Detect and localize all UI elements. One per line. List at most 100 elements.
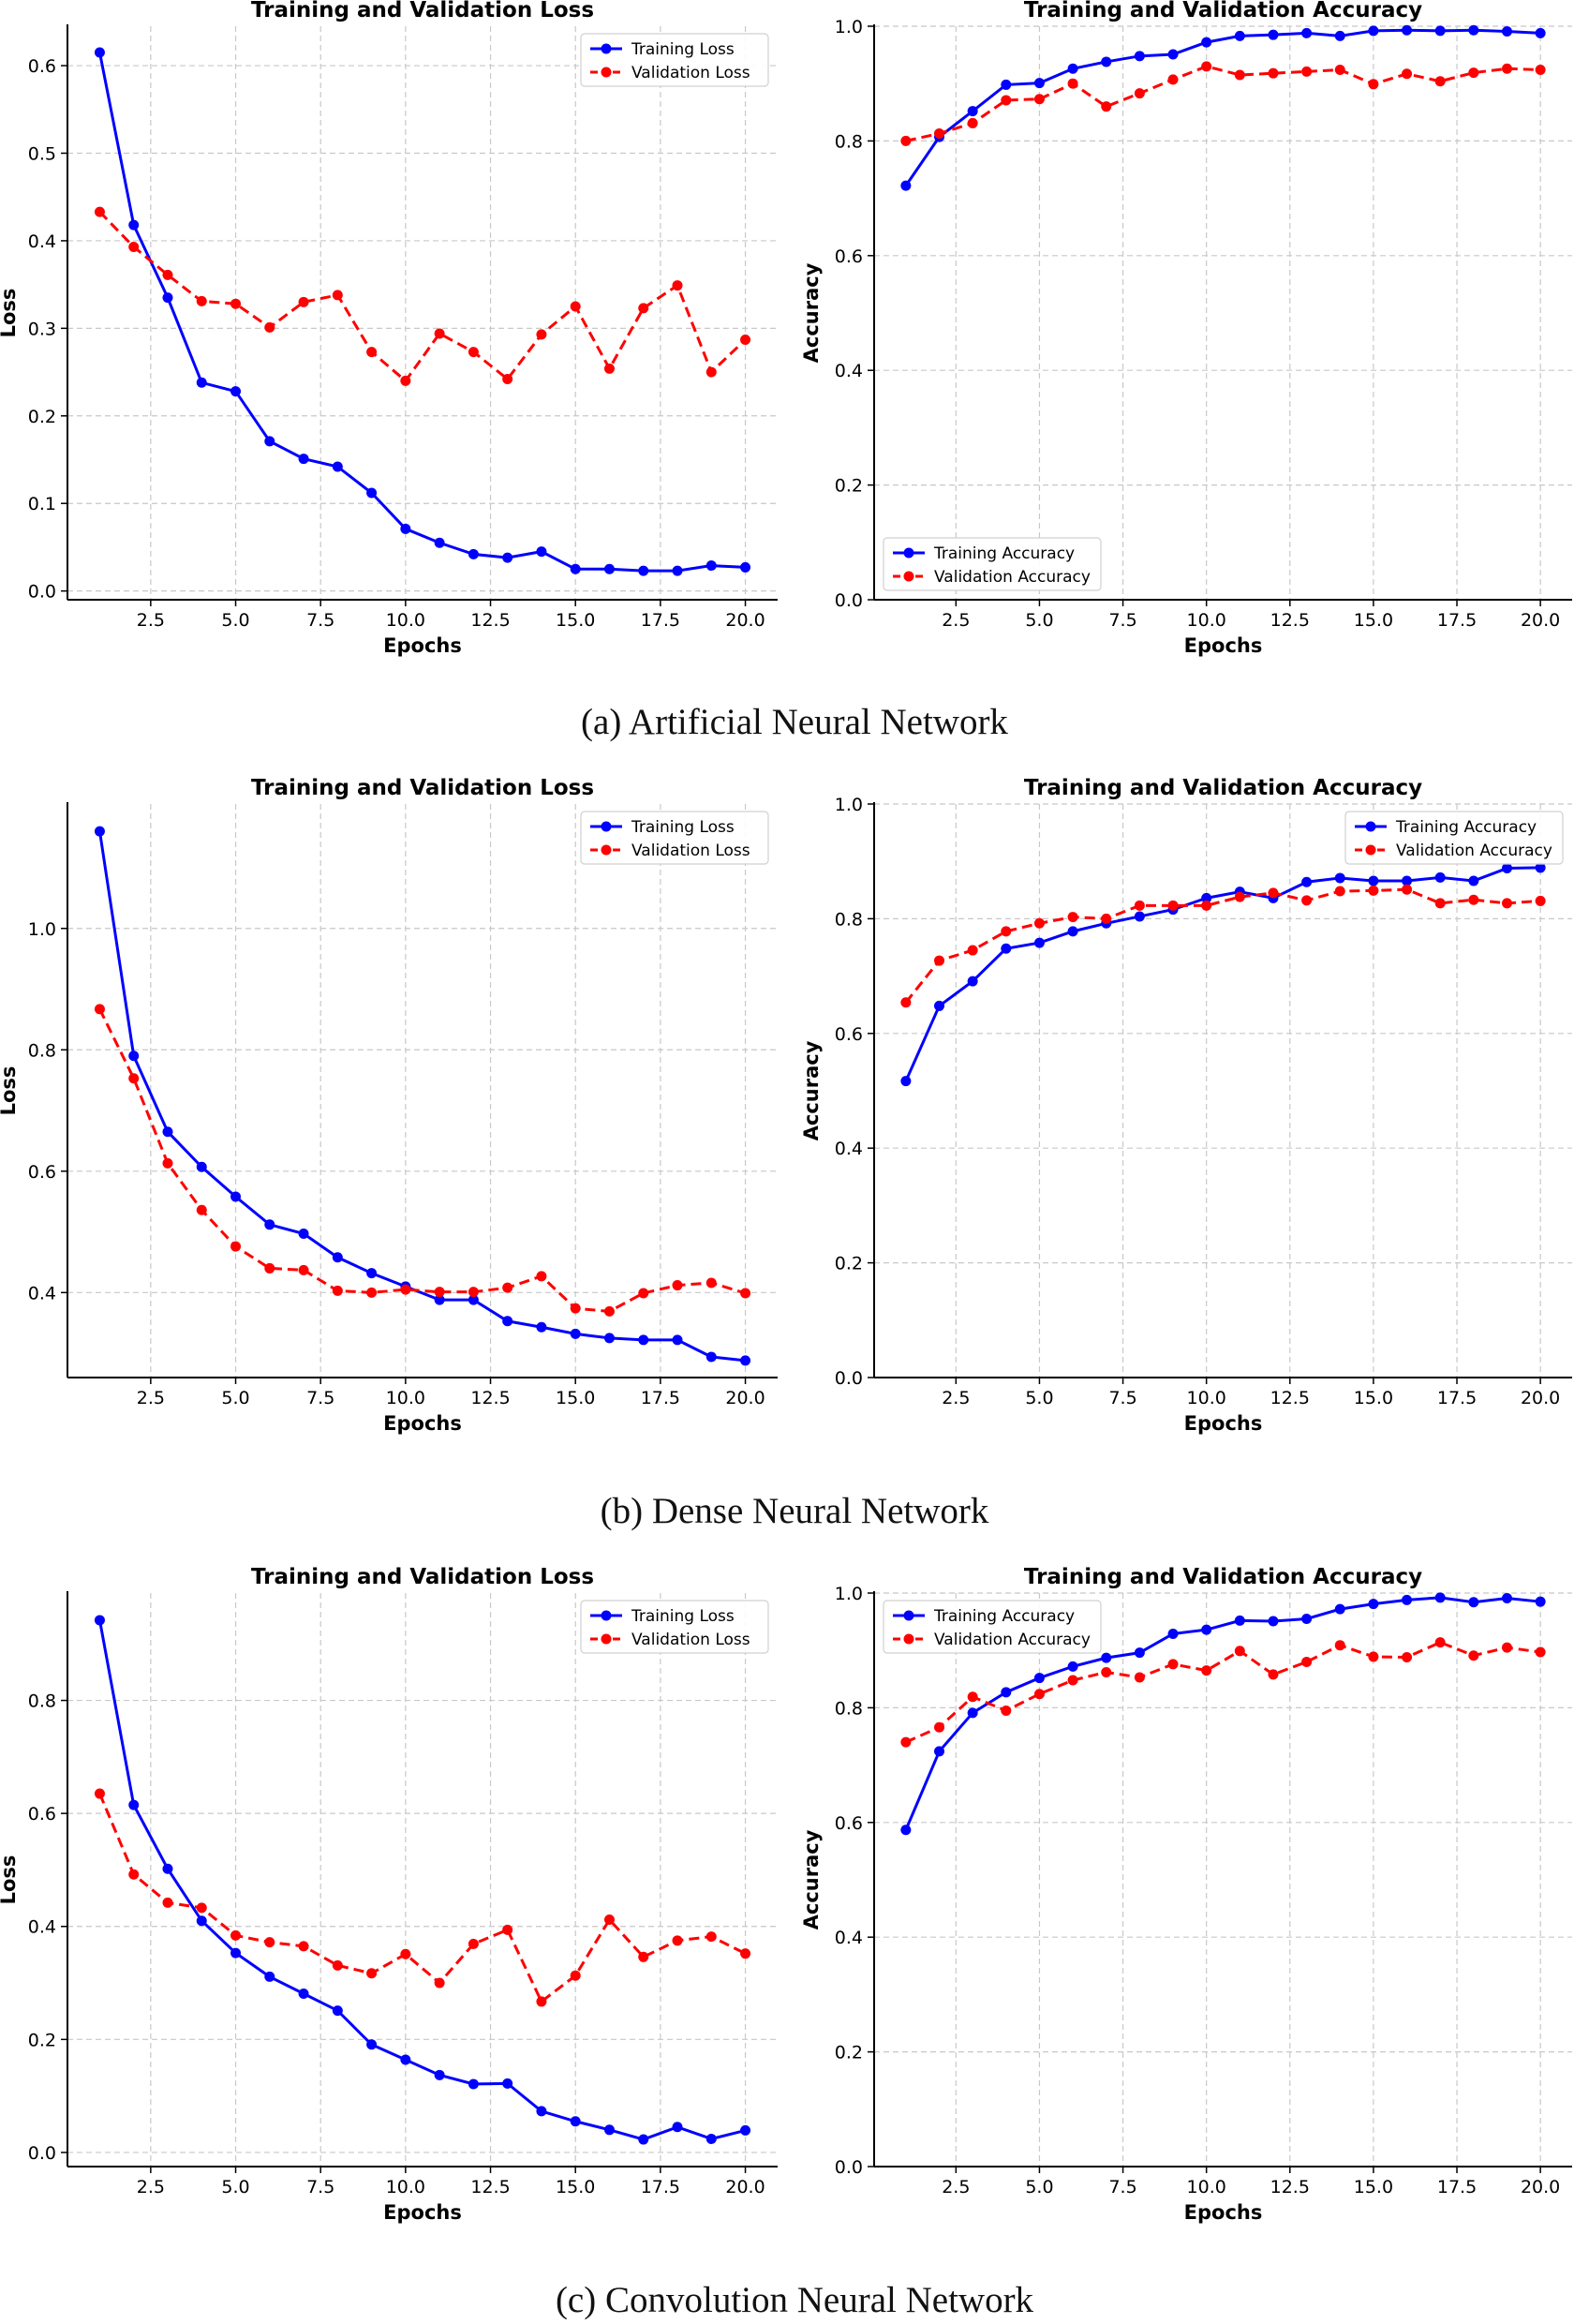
x-tick-label: 20.0: [1521, 2177, 1560, 2197]
x-axis-label: Epochs: [383, 2201, 462, 2224]
data-point-training: [934, 1000, 945, 1011]
data-point-validation: [1167, 900, 1179, 911]
data-point-validation: [1234, 891, 1245, 902]
data-point-validation: [1067, 78, 1078, 89]
data-point-validation: [502, 1282, 513, 1293]
data-point-training: [502, 1316, 513, 1327]
data-point-validation: [1201, 1665, 1212, 1676]
y-tick-label: 0.4: [28, 1283, 56, 1304]
y-tick-label: 0.6: [835, 246, 863, 267]
data-point-training: [1268, 29, 1279, 40]
data-point-training: [366, 1268, 378, 1279]
data-point-validation: [1201, 900, 1212, 911]
data-point-validation: [1234, 1646, 1245, 1657]
data-point-validation: [603, 1305, 615, 1317]
data-point-validation: [1535, 65, 1546, 76]
legend-marker: [903, 1633, 914, 1645]
data-point-training: [434, 2069, 445, 2080]
data-point-validation: [1067, 912, 1078, 923]
data-point-validation: [196, 1204, 207, 1215]
data-point-training: [94, 1615, 105, 1626]
data-point-validation: [1434, 898, 1446, 909]
x-tick-label: 2.5: [137, 610, 165, 631]
y-tick-label: 0.2: [28, 407, 56, 427]
x-tick-label: 12.5: [470, 1388, 510, 1408]
x-tick-label: 10.0: [1187, 610, 1226, 631]
data-point-training: [536, 2106, 547, 2117]
legend-box: [580, 811, 769, 865]
data-point-validation: [1268, 67, 1279, 79]
legend-label: Training Accuracy: [933, 544, 1075, 563]
data-point-validation: [1501, 898, 1512, 909]
data-point-validation: [570, 1303, 581, 1314]
data-point-training: [1402, 1594, 1413, 1605]
series-line-validation: [904, 887, 1541, 1004]
data-point-training: [672, 2122, 683, 2133]
data-point-validation: [536, 1271, 547, 1282]
data-point-training: [264, 436, 275, 447]
x-tick-label: 5.0: [1025, 610, 1053, 631]
data-point-training: [638, 2134, 649, 2145]
data-point-training: [638, 565, 649, 576]
legend-marker: [601, 67, 612, 78]
data-point-training: [1134, 51, 1145, 62]
data-point-validation: [638, 1951, 649, 1962]
data-point-training: [740, 1355, 751, 1366]
data-point-validation: [1033, 917, 1045, 929]
y-tick-label: 0.6: [28, 1804, 56, 1825]
legend: Training Loss Validation Loss: [580, 811, 769, 865]
y-tick-label: 0.0: [835, 1368, 863, 1389]
data-point-training: [900, 1825, 912, 1836]
data-point-validation: [1535, 1646, 1546, 1658]
data-point-validation: [1434, 76, 1446, 87]
legend-label: Validation Accuracy: [1396, 842, 1552, 860]
data-point-training: [1033, 1673, 1045, 1684]
data-point-validation: [94, 1788, 105, 1799]
y-tick-label: 0.5: [28, 143, 56, 164]
legend-marker: [903, 547, 914, 559]
data-point-training: [570, 563, 581, 574]
series-line-validation: [98, 1008, 746, 1313]
data-point-training: [1067, 926, 1078, 937]
y-axis-label: Accuracy: [800, 262, 823, 363]
data-point-validation: [468, 1938, 479, 1949]
data-point-validation: [1334, 1640, 1345, 1651]
data-point-validation: [967, 117, 978, 128]
data-point-training: [1167, 1628, 1179, 1639]
legend-marker: [601, 1610, 612, 1621]
data-point-training: [128, 219, 140, 231]
y-tick-label: 0.8: [835, 1698, 863, 1719]
data-point-validation: [502, 1924, 513, 1935]
y-tick-label: 0.4: [835, 361, 863, 381]
y-tick-label: 0.6: [835, 1813, 863, 1834]
data-point-training: [570, 2116, 581, 2127]
series-line-training: [904, 1596, 1541, 1831]
data-point-training: [672, 1334, 683, 1346]
data-point-training: [900, 1076, 912, 1087]
data-point-validation: [468, 347, 479, 358]
x-tick-label: 10.0: [386, 1388, 425, 1408]
data-point-validation: [1033, 1689, 1045, 1700]
x-tick-label: 17.5: [641, 610, 680, 631]
x-tick-label: 17.5: [1437, 1388, 1477, 1408]
data-point-validation: [1234, 69, 1245, 81]
x-tick-label: 15.0: [1354, 2177, 1393, 2197]
y-tick-label: 0.0: [28, 2143, 56, 2164]
chart-title: Training and Validation Accuracy: [1024, 1565, 1422, 1589]
y-tick-label: 0.6: [28, 1162, 56, 1183]
data-point-validation: [638, 303, 649, 314]
data-point-training: [1301, 876, 1313, 887]
x-tick-label: 7.5: [1108, 610, 1136, 631]
data-point-training: [400, 523, 411, 534]
x-tick-label: 7.5: [306, 610, 334, 631]
data-point-training: [1167, 49, 1179, 60]
caption-cnn: (c) Convolution Neural Network: [555, 2280, 1034, 2320]
x-tick-label: 10.0: [386, 610, 425, 631]
data-point-validation: [638, 1288, 649, 1299]
data-point-training: [1535, 1596, 1546, 1607]
data-point-training: [128, 1799, 140, 1810]
x-tick-label: 7.5: [306, 2177, 334, 2197]
ann-loss-chart: 2.5 5.0 7.5 10.0 12.5 15.0 17.5 20.0 0.0 0.1 0.2 0.…: [0, 0, 778, 657]
data-point-training: [740, 561, 751, 573]
data-point-training: [366, 2039, 378, 2050]
